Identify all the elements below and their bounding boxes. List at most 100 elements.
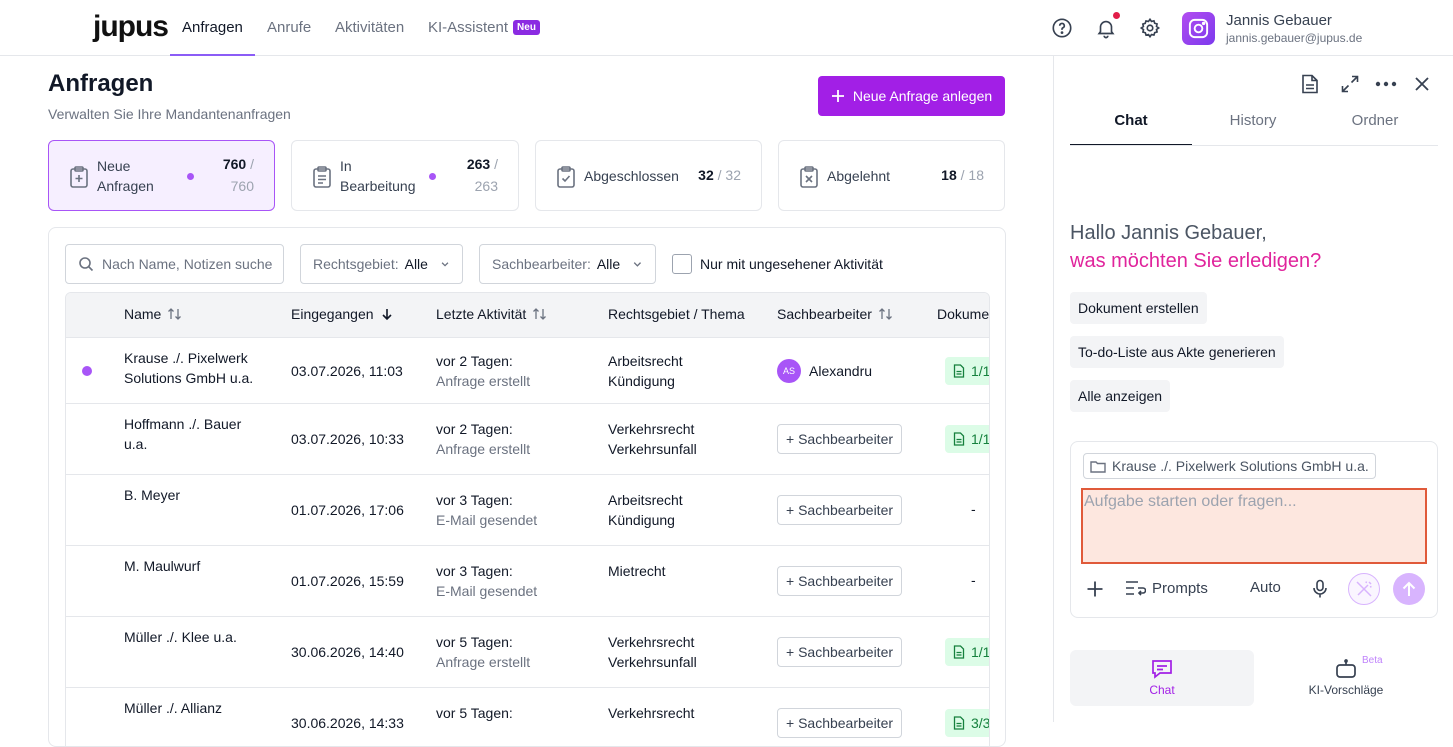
prompts-button[interactable]: Prompts — [1125, 579, 1208, 597]
table-row[interactable]: Müller ./. Allianz 30.06.2026, 14:33 vor… — [66, 688, 989, 746]
notification-dot — [1113, 12, 1120, 19]
row-area: Mietrecht — [608, 563, 666, 579]
table-row[interactable]: Hoffmann ./. Bauer u.a. 03.07.2026, 10:33… — [66, 404, 989, 475]
sachbearbeiter-select[interactable]: Sachbearbeiter: Alle — [479, 244, 656, 284]
chevron-down-icon — [441, 262, 449, 267]
column-last-activity[interactable]: Letzte Aktivität — [436, 306, 548, 322]
suggestion-chip[interactable]: To-do-Liste aus Akte generieren — [1070, 336, 1284, 368]
nav-label: Aktivitäten — [335, 19, 405, 36]
plus-icon — [831, 90, 844, 102]
stat-rejected[interactable]: Abgelehnt 18 / 18 — [778, 140, 1005, 211]
gear-icon[interactable] — [1138, 16, 1162, 40]
help-icon[interactable] — [1050, 16, 1074, 40]
column-received[interactable]: Eingegangen — [291, 306, 394, 322]
select-value: Alle — [404, 256, 428, 272]
add-assignee-button[interactable]: + Sachbearbeiter — [777, 495, 903, 525]
new-request-label: Neue Anfrage anlegen — [852, 88, 993, 104]
document-icon — [953, 432, 965, 446]
unseen-checkbox[interactable] — [672, 254, 692, 274]
unseen-checkbox-label[interactable]: Nur mit ungesehener Aktivität — [700, 256, 883, 272]
beta-badge: Beta — [1362, 655, 1383, 666]
tab-chat[interactable]: Chat — [1070, 112, 1192, 146]
tabs-divider — [1070, 145, 1438, 146]
nav-anfragen[interactable]: Anfragen — [170, 0, 255, 56]
bottom-nav-chat[interactable]: Chat — [1070, 650, 1254, 706]
row-activity: vor 2 Tagen: Anfrage erstellt — [436, 421, 531, 457]
search-box[interactable] — [65, 244, 284, 284]
table-row[interactable]: B. Meyer 01.07.2026, 17:06 vor 3 Tagen: E… — [66, 475, 989, 546]
add-assignee-button[interactable]: + Sachbearbeiter — [777, 566, 903, 596]
document-icon — [953, 716, 965, 730]
row-name: M. Maulwurf — [124, 558, 201, 574]
microphone-icon[interactable] — [1310, 579, 1330, 599]
send-icon[interactable] — [1393, 573, 1425, 605]
add-assignee-button[interactable]: + Sachbearbeiter — [777, 637, 903, 667]
documents-none: - — [971, 501, 976, 517]
sort-icon — [878, 308, 892, 320]
stat-in-progress[interactable]: In Bearbeitung 263 /263 — [291, 140, 519, 211]
bottom-nav-label: KI-Vorschläge — [1308, 683, 1384, 697]
column-area: Rechtsgebiet / Thema — [608, 306, 745, 322]
documents-badge[interactable]: 1/1 — [945, 357, 989, 385]
nav-aktivitaeten[interactable]: Aktivitäten — [335, 0, 404, 56]
documents-badge[interactable]: 3/3 — [945, 709, 989, 737]
bottom-nav-ki-vorschlaege[interactable]: KI-Vorschläge Beta — [1254, 650, 1438, 706]
table-row[interactable]: Krause ./. Pixelwerk Solutions GmbH u.a. … — [66, 338, 989, 404]
folder-icon — [1090, 460, 1106, 473]
sort-icon — [533, 308, 547, 320]
expand-icon[interactable] — [1340, 74, 1360, 94]
documents-badge[interactable]: 1/1 — [945, 425, 989, 453]
column-name[interactable]: Name — [124, 306, 183, 322]
add-assignee-button[interactable]: + Sachbearbeiter — [777, 708, 903, 738]
document-icon — [953, 645, 965, 659]
jupus-logo[interactable]: jupus — [93, 10, 169, 43]
stat-completed[interactable]: Abgeschlossen 32 / 32 — [535, 140, 762, 211]
documents-none: - — [971, 572, 976, 588]
assignee-name: Alexandru — [809, 363, 873, 379]
select-value: Alle — [596, 256, 621, 272]
documents-badge[interactable]: 1/1 — [945, 638, 989, 666]
page-title: Anfragen — [48, 70, 154, 97]
tab-ordner[interactable]: Ordner — [1351, 112, 1399, 129]
assistant-panel: Chat History Ordner Hallo Jannis Gebauer… — [1053, 56, 1453, 722]
user-avatar[interactable] — [1182, 12, 1215, 45]
stat-new-requests[interactable]: Neue Anfragen 760 /760 — [48, 140, 275, 211]
tab-history[interactable]: History — [1229, 112, 1277, 129]
plus-icon[interactable] — [1085, 579, 1105, 599]
nav-anrufe[interactable]: Anrufe — [267, 0, 311, 56]
row-activity: vor 5 Tagen: Anfrage erstellt — [436, 634, 531, 670]
close-icon[interactable] — [1412, 74, 1432, 94]
search-icon — [79, 257, 94, 272]
row-area: Verkehrsrecht — [608, 705, 695, 721]
mode-selector[interactable]: Auto — [1250, 579, 1281, 596]
table-row[interactable]: Müller ./. Klee u.a. 30.06.2026, 14:40 v… — [66, 617, 989, 688]
row-assignee[interactable]: AS Alexandru — [777, 359, 872, 383]
new-request-button[interactable]: Neue Anfrage anlegen — [818, 76, 1005, 116]
search-input[interactable] — [102, 256, 272, 272]
stat-count: 32 / 32 — [698, 167, 741, 183]
document-icon[interactable] — [1300, 74, 1320, 94]
column-assignee[interactable]: Sachbearbeiter — [777, 306, 894, 322]
more-options-icon[interactable] — [1374, 74, 1398, 94]
table-row[interactable]: M. Maulwurf 01.07.2026, 15:59 vor 3 Tage… — [66, 546, 989, 617]
context-chip[interactable]: Krause ./. Pixelwerk Solutions GmbH u.a. — [1083, 453, 1376, 479]
stat-count: 760 /760 — [222, 156, 254, 194]
nav-label: Anrufe — [267, 19, 312, 36]
greeting-line-1: Hallo Jannis Gebauer, — [1070, 222, 1267, 244]
stat-label: Abgelehnt — [827, 168, 891, 184]
chat-input[interactable] — [1081, 488, 1427, 564]
select-label: Rechtsgebiet: — [313, 256, 399, 272]
add-assignee-button[interactable]: + Sachbearbeiter — [777, 424, 903, 454]
show-all-chip[interactable]: Alle anzeigen — [1070, 380, 1171, 412]
prompts-label: Prompts — [1152, 579, 1208, 597]
magic-wand-icon[interactable] — [1348, 573, 1380, 605]
chevron-down-icon — [633, 262, 642, 267]
unseen-dot — [82, 366, 92, 376]
nav-ki-assistent[interactable]: KI-Assistent Neu — [428, 0, 540, 56]
clipboard-check-icon — [556, 166, 576, 193]
user-name[interactable]: Jannis Gebauer — [1226, 12, 1332, 29]
row-name: Hoffmann ./. Bauer u.a. — [124, 416, 242, 452]
suggestion-chip[interactable]: Dokument erstellen — [1070, 292, 1207, 324]
rechtsgebiet-select[interactable]: Rechtsgebiet: Alle — [300, 244, 463, 284]
bell-icon[interactable] — [1094, 12, 1120, 40]
